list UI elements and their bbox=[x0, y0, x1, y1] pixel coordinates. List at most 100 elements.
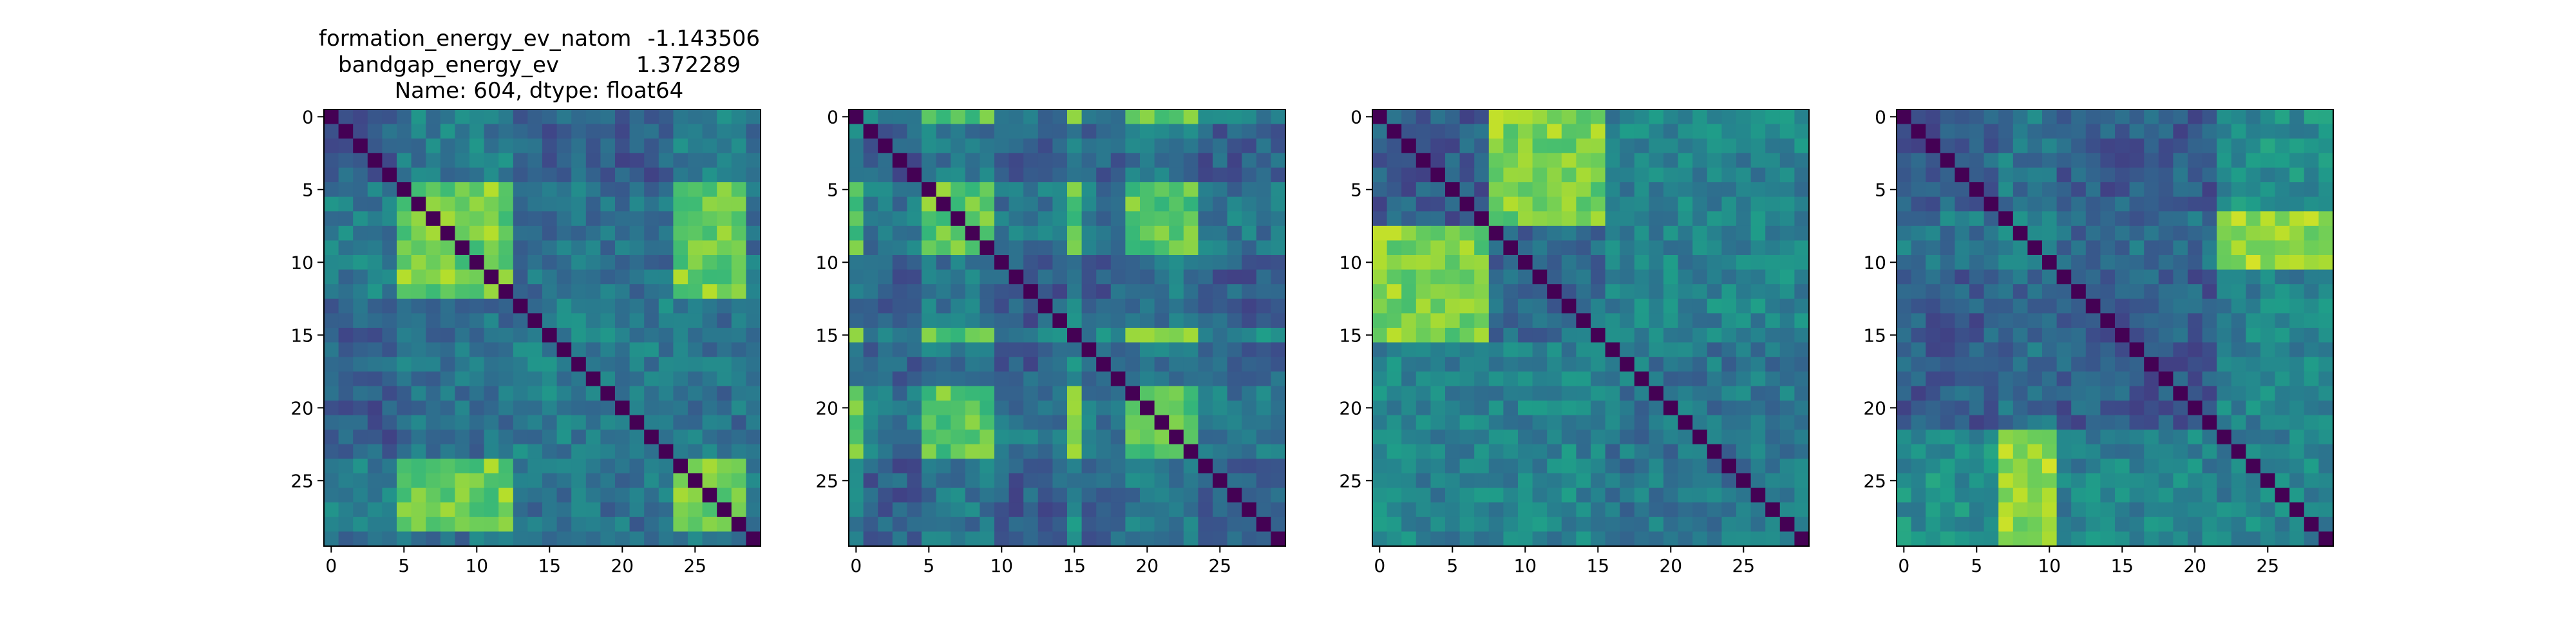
heatmap-cell bbox=[2231, 138, 2246, 153]
heatmap-cell bbox=[1198, 488, 1213, 503]
heatmap-cell bbox=[1169, 386, 1184, 401]
heatmap-cell bbox=[746, 531, 761, 546]
heatmap-cell bbox=[1082, 502, 1097, 517]
heatmap-cell bbox=[1416, 444, 1431, 459]
heatmap-cell bbox=[1721, 240, 1736, 255]
heatmap-cell bbox=[498, 153, 513, 168]
heatmap-cell bbox=[484, 328, 499, 343]
heatmap-cell bbox=[1751, 240, 1766, 255]
heatmap-cell bbox=[2217, 284, 2231, 299]
heatmap-cell bbox=[455, 167, 469, 182]
heatmap-cell bbox=[1038, 386, 1053, 401]
heatmap-cell bbox=[980, 459, 994, 473]
heatmap-cell bbox=[2202, 488, 2217, 503]
heatmap-cell bbox=[2173, 299, 2188, 314]
heatmap-cell bbox=[1634, 531, 1649, 546]
heatmap-cell bbox=[2013, 517, 2028, 532]
heatmap-cell bbox=[1256, 270, 1271, 285]
heatmap-cell bbox=[513, 270, 528, 285]
heatmap-cell bbox=[2071, 240, 2086, 255]
heatmap-cell bbox=[542, 357, 557, 372]
heatmap-cell bbox=[2144, 211, 2159, 226]
heatmap-cell bbox=[571, 211, 586, 226]
heatmap-cell bbox=[1023, 153, 1038, 168]
heatmap-cell bbox=[368, 430, 383, 444]
heatmap-cell bbox=[1198, 197, 1213, 212]
heatmap-cell bbox=[630, 182, 645, 197]
heatmap-cell bbox=[412, 226, 426, 241]
heatmap-cell bbox=[1984, 109, 1999, 124]
heatmap-cell bbox=[1445, 488, 1460, 503]
heatmap-cell bbox=[688, 167, 703, 182]
heatmap-cell bbox=[1111, 386, 1126, 401]
heatmap-cell bbox=[1096, 488, 1111, 503]
heatmap-cell bbox=[600, 386, 615, 401]
heatmap-cell bbox=[455, 531, 469, 546]
heatmap-cell bbox=[1009, 124, 1024, 139]
heatmap-cell bbox=[732, 444, 746, 459]
heatmap-cell bbox=[703, 138, 717, 153]
heatmap-cell bbox=[717, 109, 732, 124]
heatmap-cell bbox=[1794, 386, 1809, 401]
heatmap-cell bbox=[1663, 284, 1678, 299]
heatmap-cell bbox=[1576, 386, 1591, 401]
heatmap-cell bbox=[746, 284, 761, 299]
heatmap-cell bbox=[440, 284, 455, 299]
x-tick-label: 15 bbox=[2110, 555, 2134, 576]
heatmap-cell bbox=[1184, 167, 1198, 182]
heatmap-cell bbox=[1227, 459, 1242, 473]
heatmap-cell bbox=[1955, 240, 1969, 255]
heatmap-cell bbox=[630, 138, 645, 153]
x-tick-label: 10 bbox=[465, 555, 488, 576]
heatmap-cell bbox=[2173, 459, 2188, 473]
heatmap-cell bbox=[1096, 109, 1111, 124]
heatmap-cell bbox=[1242, 255, 1256, 270]
heatmap-cell bbox=[1649, 343, 1663, 357]
heatmap-cell bbox=[1038, 473, 1053, 488]
heatmap-cell bbox=[2100, 197, 2115, 212]
heatmap-cell bbox=[994, 313, 1009, 328]
heatmap-cell bbox=[571, 343, 586, 357]
heatmap-cell bbox=[339, 240, 354, 255]
heatmap-cell bbox=[1998, 138, 2013, 153]
heatmap-cell bbox=[2217, 502, 2231, 517]
heatmap-cell bbox=[864, 153, 878, 168]
heatmap-cell bbox=[1984, 386, 1999, 401]
heatmap-cell bbox=[615, 153, 630, 168]
x-tick-label: 15 bbox=[538, 555, 561, 576]
heatmap-cell bbox=[586, 299, 601, 314]
heatmap-cell bbox=[922, 531, 936, 546]
heatmap-cell bbox=[2144, 386, 2159, 401]
heatmap-cell bbox=[1533, 284, 1548, 299]
heatmap-cell bbox=[1620, 386, 1634, 401]
heatmap-cell bbox=[630, 153, 645, 168]
heatmap-cell bbox=[426, 197, 440, 212]
heatmap-cell bbox=[498, 270, 513, 285]
heatmap-cell bbox=[864, 459, 878, 473]
heatmap-cell bbox=[1547, 473, 1562, 488]
heatmap-cell bbox=[1023, 124, 1038, 139]
heatmap-cell bbox=[1984, 473, 1999, 488]
heatmap-cell bbox=[2144, 473, 2159, 488]
heatmap-cell bbox=[1430, 255, 1445, 270]
heatmap-cell bbox=[907, 255, 922, 270]
heatmap-cell bbox=[732, 270, 746, 285]
heatmap-cell bbox=[1649, 138, 1663, 153]
heatmap-cell bbox=[1780, 109, 1795, 124]
heatmap-cell bbox=[2289, 226, 2304, 241]
heatmap-cell bbox=[630, 284, 645, 299]
heatmap-cell bbox=[1533, 343, 1548, 357]
heatmap-cell bbox=[2086, 488, 2101, 503]
heatmap-cell bbox=[1533, 430, 1548, 444]
heatmap-cell bbox=[1242, 531, 1256, 546]
heatmap-cell bbox=[1387, 255, 1402, 270]
heatmap-cell bbox=[1023, 401, 1038, 415]
heatmap-cell bbox=[455, 357, 469, 372]
heatmap-cell bbox=[1765, 328, 1780, 343]
heatmap-cell bbox=[1649, 226, 1663, 241]
heatmap-cell bbox=[324, 182, 339, 197]
heatmap-cell bbox=[2188, 401, 2202, 415]
heatmap-cell bbox=[1503, 182, 1518, 197]
heatmap-cell bbox=[1009, 502, 1024, 517]
heatmap-cell bbox=[1242, 459, 1256, 473]
